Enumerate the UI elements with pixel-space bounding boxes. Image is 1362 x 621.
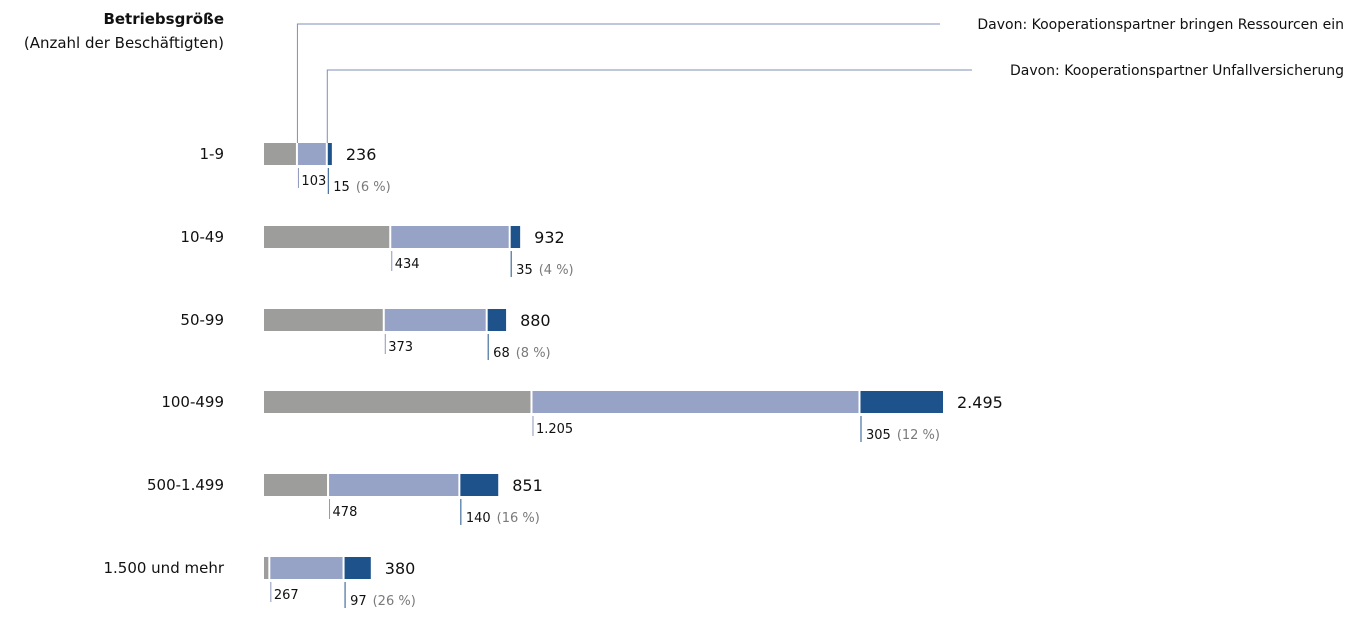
bar-unfall [327, 143, 332, 165]
category-label: 1-9 [200, 145, 225, 163]
bar-unfall [344, 557, 371, 579]
ressourcen-label: 478 [333, 505, 358, 520]
ressourcen-label: 1.205 [536, 422, 573, 437]
bar-total-rest [264, 391, 531, 413]
bar-unfall [860, 391, 943, 413]
bar-ressourcen [391, 226, 509, 248]
ressourcen-label: 103 [301, 174, 326, 189]
category-label: 50-99 [180, 311, 224, 329]
bar-unfall [487, 309, 507, 331]
bar-ressourcen [270, 557, 343, 579]
unfall-value: 140 [466, 511, 491, 526]
unfall-label: 15 (6 %) [333, 180, 390, 195]
bar-ressourcen [329, 474, 459, 496]
unfall-value: 35 [516, 263, 533, 278]
unfall-label: 35 (4 %) [516, 263, 573, 278]
bar-total-rest [264, 226, 390, 248]
unfall-label: 140 (16 %) [466, 511, 540, 526]
bar-unfall [510, 226, 521, 248]
y-axis-title: Betriebsgröße [103, 10, 224, 28]
category-label: 500-1.499 [147, 476, 224, 494]
unfall-label: 305 (12 %) [866, 428, 940, 443]
ressourcen-label: 267 [274, 588, 299, 603]
unfall-percent: (16 %) [497, 511, 540, 526]
total-label: 2.495 [957, 393, 1003, 412]
unfall-percent: (4 %) [539, 263, 574, 278]
unfall-value: 97 [350, 594, 367, 609]
legend-leader-unfall [326, 69, 972, 143]
total-label: 380 [385, 559, 416, 578]
bar-ressourcen [384, 309, 486, 331]
ressourcen-label: 434 [395, 257, 420, 272]
unfall-percent: (26 %) [373, 594, 416, 609]
bar-total-rest [264, 474, 328, 496]
bar-total-rest [264, 143, 296, 165]
total-label: 880 [520, 311, 551, 330]
bar-total-rest [264, 557, 269, 579]
legend-label-unfall: Davon: Kooperationspartner Unfallversich… [1010, 63, 1344, 79]
category-label: 10-49 [180, 228, 224, 246]
unfall-label: 97 (26 %) [350, 594, 416, 609]
unfall-label: 68 (8 %) [493, 346, 550, 361]
unfall-value: 305 [866, 428, 891, 443]
legend-label-ressourcen: Davon: Kooperationspartner bringen Resso… [977, 17, 1344, 33]
bar-ressourcen [532, 391, 859, 413]
legend-leader-ressourcen [296, 23, 940, 143]
category-label: 1.500 und mehr [103, 559, 224, 577]
total-label: 932 [534, 228, 565, 247]
total-label: 236 [346, 145, 377, 164]
unfall-value: 68 [493, 346, 510, 361]
unfall-percent: (6 %) [356, 180, 391, 195]
unfall-value: 15 [333, 180, 350, 195]
bar-ressourcen [297, 143, 326, 165]
total-label: 851 [512, 476, 543, 495]
unfall-percent: (8 %) [516, 346, 551, 361]
category-label: 100-499 [161, 393, 224, 411]
bar-total-rest [264, 309, 383, 331]
ressourcen-label: 373 [388, 340, 413, 355]
unfall-percent: (12 %) [897, 428, 940, 443]
y-axis-subtitle: (Anzahl der Beschäftigten) [23, 34, 224, 52]
bar-unfall [460, 474, 499, 496]
